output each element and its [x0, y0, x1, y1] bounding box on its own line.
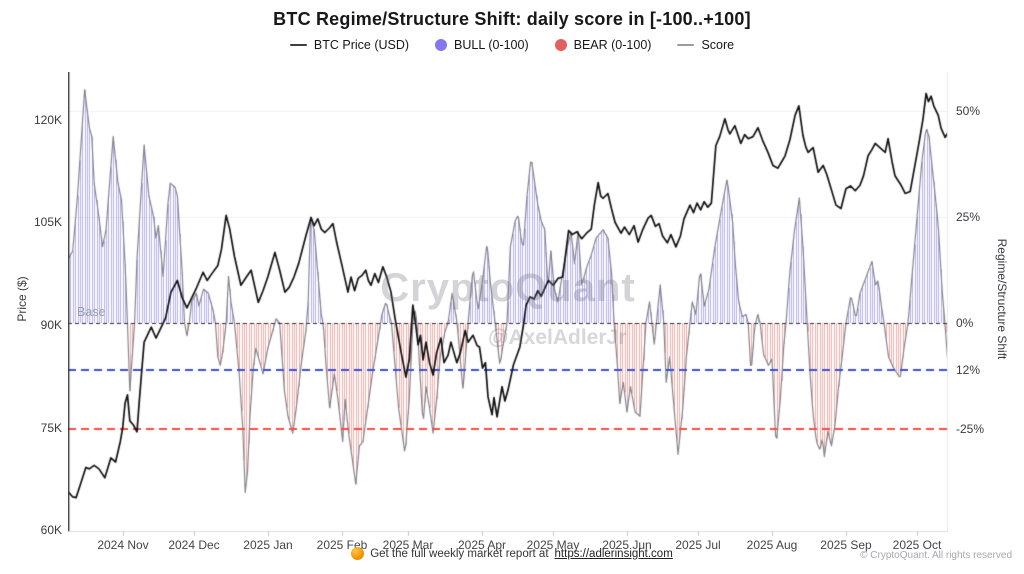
page-title: BTC Regime/Structure Shift: daily score …	[273, 9, 751, 29]
score-tick: 0%	[956, 316, 974, 330]
score-axis-title: Regime/Structure Shift	[995, 238, 1009, 360]
legend: BTC Price (USD) BULL (0-100) BEAR (0-100…	[0, 38, 1024, 52]
month-label: 2024 Dec	[168, 538, 220, 552]
orange-circle-icon	[351, 547, 365, 560]
month-label: 2025 May	[526, 538, 580, 552]
price-tick: 120K	[33, 113, 62, 127]
report-cta: Get the full weekly market report at htt…	[0, 547, 1024, 560]
month-label: 2025 Oct	[892, 538, 942, 552]
chart-canvas[interactable]	[68, 72, 948, 537]
month-label: 2025 Jan	[243, 538, 293, 552]
legend-item-bear[interactable]: BEAR (0-100)	[554, 38, 652, 52]
price-tick: 75K	[40, 421, 62, 435]
month-label: 2025 Jun	[602, 538, 652, 552]
price-tick: 105K	[33, 215, 62, 229]
legend-item-score[interactable]: Score	[677, 38, 734, 52]
legend-item-btc-price[interactable]: BTC Price (USD)	[289, 38, 410, 52]
bear-dot-swatch	[554, 39, 567, 51]
month-label: 2024 Nov	[97, 538, 149, 552]
price-tick: 90K	[40, 318, 62, 332]
score-tick-blue-threshold: 12%	[956, 363, 981, 377]
score-tick: 50%	[956, 104, 981, 118]
legend-item-bull[interactable]: BULL (0-100)	[435, 38, 529, 52]
month-label: 2025 Apr	[457, 538, 507, 552]
copyright-notice: © CryptoQuant. All rights reserved	[860, 550, 1012, 561]
cta-text: Get the full weekly market report at	[370, 547, 549, 560]
month-label: 2025 Aug	[746, 538, 798, 552]
price-tick: 60K	[40, 523, 62, 537]
score-tick: 25%	[956, 210, 981, 224]
legend-label: BEAR (0-100)	[573, 38, 652, 52]
price-axis-title: Price ($)	[15, 276, 29, 322]
cta-link[interactable]: https://adlerinsight.com	[554, 547, 673, 560]
btc-price-line-swatch	[289, 43, 307, 47]
month-label: 2025 Mar	[382, 538, 434, 552]
legend-label: Score	[701, 38, 735, 52]
month-label: 2025 Sep	[820, 538, 872, 552]
score-line-swatch	[677, 43, 695, 47]
legend-label: BULL (0-100)	[454, 38, 529, 52]
base-line-label: Base	[77, 305, 106, 319]
bull-dot-swatch	[435, 39, 448, 51]
month-label: 2025 Jul	[675, 538, 721, 552]
score-tick: -25%	[956, 422, 985, 436]
legend-label: BTC Price (USD)	[313, 38, 410, 52]
